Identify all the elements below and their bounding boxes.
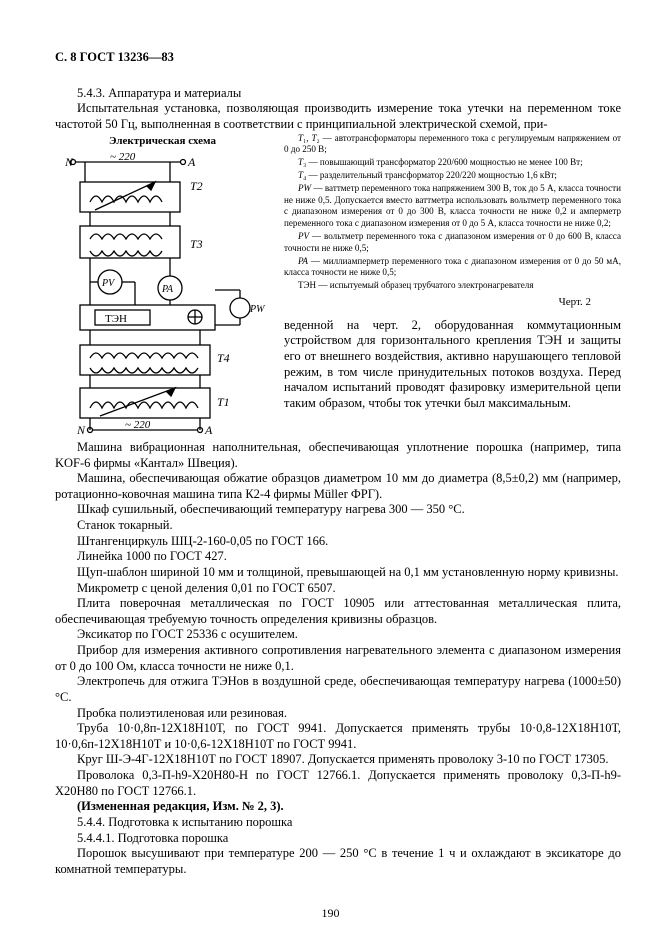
body-p14: Труба 10·0,8п-12Х18Н10Т, по ГОСТ 9941. Д… (55, 721, 621, 752)
page: С. 8 ГОСТ 13236—83 5.4.3. Аппаратура и м… (0, 0, 661, 936)
node-n-bot: N (76, 423, 86, 435)
page-header: С. 8 ГОСТ 13236—83 (55, 50, 621, 66)
body-p13: Пробка полиэтиленовая или резиновая. (55, 706, 621, 722)
body-p5: Штангенциркуль ШЦ-2-160-0,05 по ГОСТ 166… (55, 534, 621, 550)
t4-label: T4 (217, 351, 230, 365)
body-p18: 5.4.4. Подготовка к испытанию порошка (55, 815, 621, 831)
figure-wrap: Электрическая схема N ~ 220 A (55, 133, 621, 440)
t1-label: T1 (217, 395, 230, 409)
body-p20: Порошок высушивают при температуре 200 —… (55, 846, 621, 877)
schema-title: Электрическая схема (55, 135, 270, 149)
body-block: Машина вибрационная наполнительная, обес… (55, 440, 621, 878)
body-p15: Круг Ш-Э-4Г-12Х18Н10Т по ГОСТ 18907. Доп… (55, 752, 621, 768)
body-p3: Шкаф сушильный, обеспечивающий температу… (55, 502, 621, 518)
node-a-top: A (187, 155, 196, 169)
section-heading: 5.4.3. Аппаратура и материалы (55, 86, 621, 102)
body-p11: Прибор для измерения активного сопротивл… (55, 643, 621, 674)
pw-label: PW (249, 304, 266, 315)
body-p10: Эксикатор по ГОСТ 25336 с осушителем. (55, 627, 621, 643)
t2-label: T2 (190, 179, 203, 193)
body-p1: Машина вибрационная наполнительная, обес… (55, 440, 621, 471)
body-p9: Плита поверочная металлическая по ГОСТ 1… (55, 596, 621, 627)
body-p19: 5.4.4.1. Подготовка порошка (55, 831, 621, 847)
body-p4: Станок токарный. (55, 518, 621, 534)
body-p8: Микрометр с ценой деления 0,01 по ГОСТ 6… (55, 581, 621, 597)
pa-label: PA (161, 284, 174, 295)
page-number: 190 (0, 906, 661, 921)
t3-label: T3 (190, 237, 203, 251)
body-p16: Проволока 0,3-П-h9-Х20Н80-Н по ГОСТ 1276… (55, 768, 621, 799)
body-p7: Щуп-шаблон шириной 10 мм и толщиной, пре… (55, 565, 621, 581)
body-p2: Машина, обеспечивающая обжатие образцов … (55, 471, 621, 502)
body-p12: Электропечь для отжига ТЭНов в воздушной… (55, 674, 621, 705)
circuit-diagram: N ~ 220 A T2 (55, 150, 270, 435)
pv-label: PV (101, 278, 116, 289)
intro-text: Испытательная установка, позволяющая про… (55, 101, 621, 132)
body-p17: (Измененная редакция, Изм. № 2, 3). (55, 799, 621, 815)
body-p6: Линейка 1000 по ГОСТ 427. (55, 549, 621, 565)
ten-label: ТЭН (105, 313, 127, 325)
node-a-bot: A (204, 423, 213, 435)
circuit-schema-block: Электрическая схема N ~ 220 A (55, 135, 270, 440)
voltage-bot: ~ 220 (125, 419, 151, 431)
voltage-top: ~ 220 (110, 151, 136, 163)
node-n-top: N (64, 155, 74, 169)
